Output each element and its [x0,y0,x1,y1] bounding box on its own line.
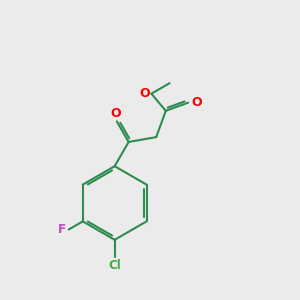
Text: O: O [139,87,150,100]
Text: Cl: Cl [108,259,121,272]
Text: O: O [110,107,121,120]
Text: O: O [191,96,202,109]
Text: F: F [58,223,66,236]
